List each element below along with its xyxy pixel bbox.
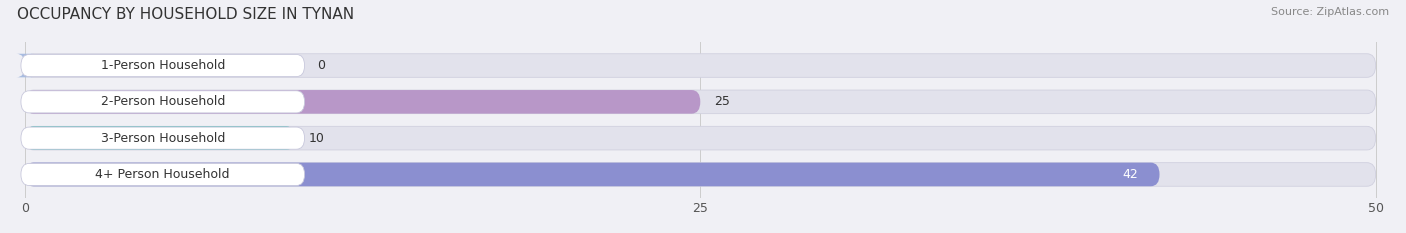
FancyBboxPatch shape <box>21 91 305 113</box>
FancyBboxPatch shape <box>25 163 1375 186</box>
FancyBboxPatch shape <box>21 127 305 149</box>
Text: 4+ Person Household: 4+ Person Household <box>96 168 231 181</box>
Text: 25: 25 <box>714 95 730 108</box>
FancyBboxPatch shape <box>17 54 34 77</box>
Text: 0: 0 <box>316 59 325 72</box>
FancyBboxPatch shape <box>25 90 700 114</box>
Text: 2-Person Household: 2-Person Household <box>101 95 225 108</box>
FancyBboxPatch shape <box>21 163 305 185</box>
FancyBboxPatch shape <box>25 54 1375 77</box>
FancyBboxPatch shape <box>25 163 1160 186</box>
Text: 10: 10 <box>308 132 325 145</box>
Text: OCCUPANCY BY HOUSEHOLD SIZE IN TYNAN: OCCUPANCY BY HOUSEHOLD SIZE IN TYNAN <box>17 7 354 22</box>
Text: Source: ZipAtlas.com: Source: ZipAtlas.com <box>1271 7 1389 17</box>
FancyBboxPatch shape <box>25 126 295 150</box>
FancyBboxPatch shape <box>25 126 1375 150</box>
FancyBboxPatch shape <box>21 55 305 77</box>
FancyBboxPatch shape <box>25 90 1375 114</box>
Text: 42: 42 <box>1122 168 1137 181</box>
Text: 3-Person Household: 3-Person Household <box>101 132 225 145</box>
Text: 1-Person Household: 1-Person Household <box>101 59 225 72</box>
